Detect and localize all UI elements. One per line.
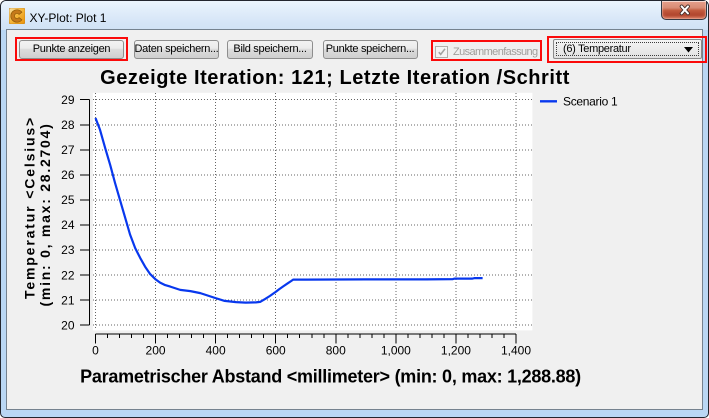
svg-text:1,000: 1,000 — [381, 344, 411, 358]
svg-text:600: 600 — [266, 344, 286, 358]
svg-text:27: 27 — [61, 143, 75, 157]
svg-text:22: 22 — [61, 268, 75, 282]
svg-text:24: 24 — [61, 218, 75, 232]
svg-text:Gezeigte Iteration: 121; Letzt: Gezeigte Iteration: 121; Letzte Iteratio… — [100, 67, 570, 89]
svg-text:28: 28 — [61, 118, 75, 132]
svg-text:26: 26 — [61, 168, 75, 182]
svg-text:800: 800 — [326, 344, 346, 358]
svg-text:23: 23 — [61, 243, 75, 257]
svg-text:400: 400 — [206, 344, 226, 358]
svg-text:29: 29 — [61, 93, 75, 107]
svg-text:20: 20 — [61, 318, 75, 332]
svg-text:Parametrischer Abstand <millim: Parametrischer Abstand <millimeter> (min… — [80, 366, 581, 386]
svg-text:0: 0 — [92, 344, 99, 358]
svg-text:Scenario 1: Scenario 1 — [563, 95, 618, 109]
svg-text:1,400: 1,400 — [501, 344, 531, 358]
svg-text:21: 21 — [61, 293, 75, 307]
svg-text:(min: 0, max: 28.2704): (min: 0, max: 28.2704) — [37, 122, 53, 306]
svg-text:Temperatur <Celsius>: Temperatur <Celsius> — [22, 116, 38, 299]
svg-text:25: 25 — [61, 193, 75, 207]
svg-text:200: 200 — [146, 344, 166, 358]
svg-text:1,200: 1,200 — [441, 344, 471, 358]
